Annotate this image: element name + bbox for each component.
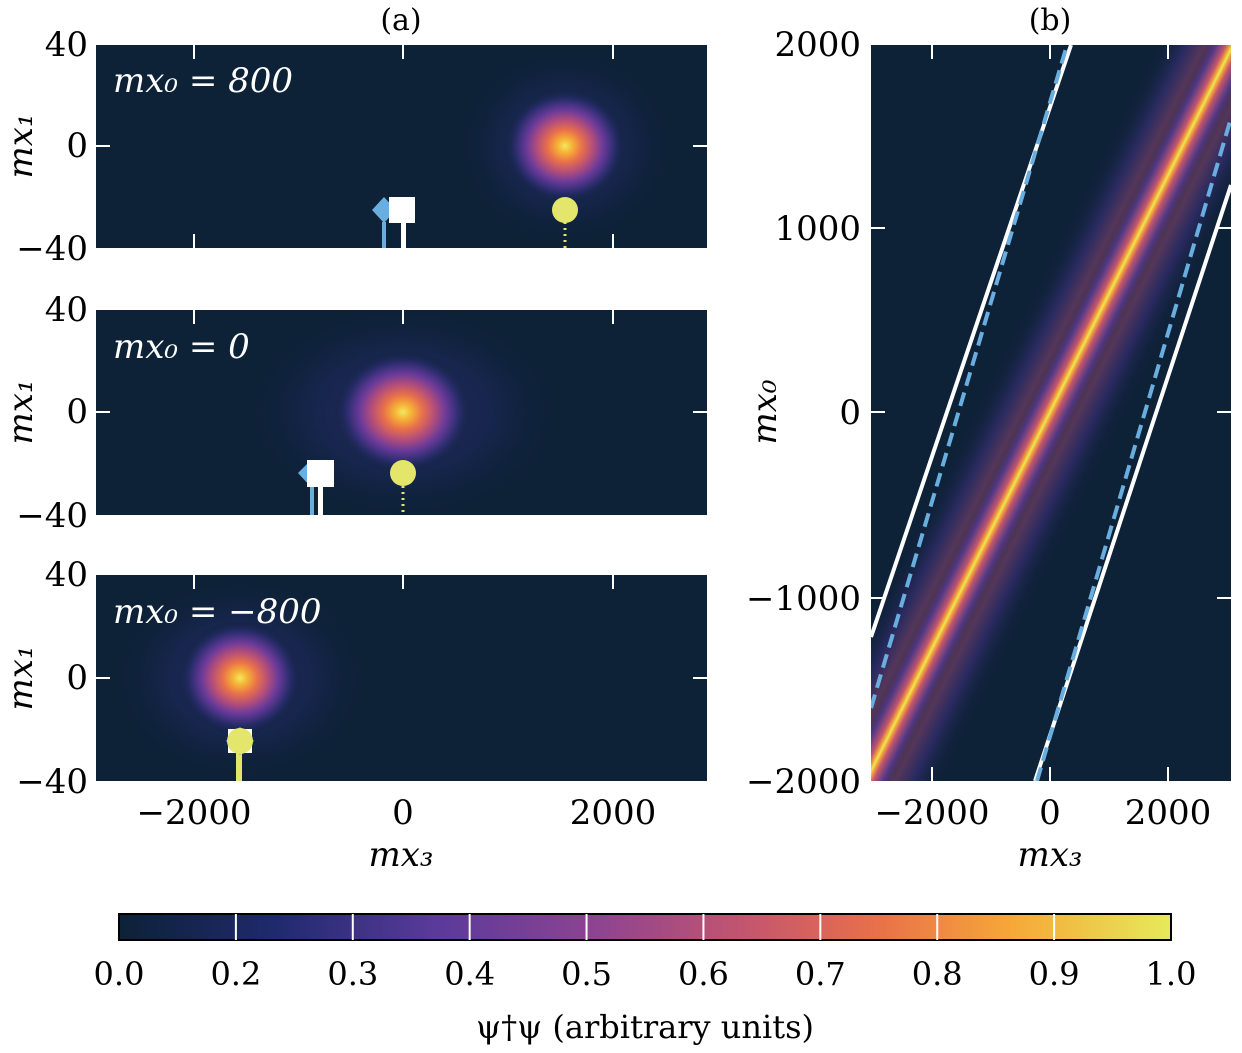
ytick-label: 40 [45,25,88,65]
ytick-label: 1000 [774,209,861,249]
colorbar-tick-label: 0.3 [327,955,378,993]
subplot-a-mx0-0: mx₀ = 0 40 0 −40 mx₁ [1,290,707,536]
annotation-mx0: mx₀ = 0 [113,327,250,367]
annotation-mx0: mx₀ = 800 [113,61,293,101]
marker-yellow-circle [227,728,253,754]
colorbar-tick-label: 0.2 [210,955,261,993]
colorbar-label: ψ†ψ (arbitrary units) [476,1008,814,1046]
ticks [871,45,1231,781]
boundary-line-lower [1033,184,1231,781]
panel-label-b: (b) [1029,3,1072,38]
ytick-label: 0 [66,392,88,432]
marker-stem [236,752,242,781]
dashed-line-upper [871,45,1069,709]
ytick-label: −2000 [746,762,861,802]
marker-white-square [389,197,415,223]
y-axis-label: mx₀ [745,379,785,444]
ytick-label: −40 [16,229,88,269]
colorbar-gradient [118,913,1172,941]
colorbar-tick-label: 1.0 [1146,955,1197,993]
y-axis-label: mx₁ [1,645,41,710]
marker-blue-stem [382,222,386,248]
density-peak [333,350,473,474]
ticks [96,45,707,248]
ytick-label: 2000 [774,25,861,65]
xtick-label: 0 [392,793,414,833]
ytick-label: 40 [45,555,88,595]
ytick-label: 0 [839,393,861,433]
colorbar-tick-label: 0.9 [1029,955,1080,993]
density-ridge [871,45,1231,781]
ytick-label: 0 [66,126,88,166]
xtick-label: −2000 [136,793,251,833]
colorbar-tick-label: 0.8 [912,955,963,993]
x-axis-label: mx₃ [368,835,433,875]
subplot-b: 2000 1000 0 −1000 −2000 mx₀ −2000 0 2000… [745,25,1231,875]
xtick-label: −2000 [874,793,989,833]
subplot-a-mx0-800: mx₀ = 800 40 0 −40 mx₁ [1,25,707,269]
density-peak [178,620,302,736]
colorbar: 0.0 0.2 0.3 0.4 0.5 0.6 0.7 0.8 0.9 1.0 ψ†ψ (arbi… [94,913,1197,1046]
subplot-a-mx0-neg800: mx₀ = −800 40 0 −40 mx₁ −2000 0 2000 mx₃ [1,555,707,875]
marker-yellow-circle [390,460,416,486]
ytick-label: 40 [45,290,88,330]
marker-white-stem [401,222,406,248]
y-axis-label: mx₁ [1,379,41,444]
colorbar-tick-label: 0.7 [795,955,846,993]
colorbar-tick-label: 0.4 [444,955,495,993]
marker-white-stem [318,486,323,515]
annotation-mx0: mx₀ = −800 [113,592,322,632]
xtick-label: 2000 [1125,793,1212,833]
marker-white-square [307,460,334,487]
ytick-label: −40 [16,762,88,802]
ytick-label: 0 [66,658,88,698]
density-peak [503,88,627,204]
colorbar-tick-label: 0.5 [561,955,612,993]
xtick-label: 0 [1039,793,1061,833]
colorbar-tick-labels: 0.0 0.2 0.3 0.4 0.5 0.6 0.7 0.8 0.9 1.0 [94,955,1197,993]
colorbar-tick-label: 0.6 [678,955,729,993]
ytick-label: −1000 [746,579,861,619]
colorbar-tick-label: 0.0 [94,955,145,993]
dashed-line-lower [1035,117,1231,781]
ticks [96,310,707,413]
marker-yellow-circle [552,197,578,223]
marker-blue-stem [310,486,314,515]
panel-label-a: (a) [380,3,421,38]
colorbar-ticks [234,914,1056,940]
y-axis-label: mx₁ [1,113,41,178]
xtick-label: 2000 [570,793,657,833]
ticks [96,575,707,679]
ytick-label: −40 [16,496,88,536]
x-axis-label: mx₃ [1017,835,1082,875]
